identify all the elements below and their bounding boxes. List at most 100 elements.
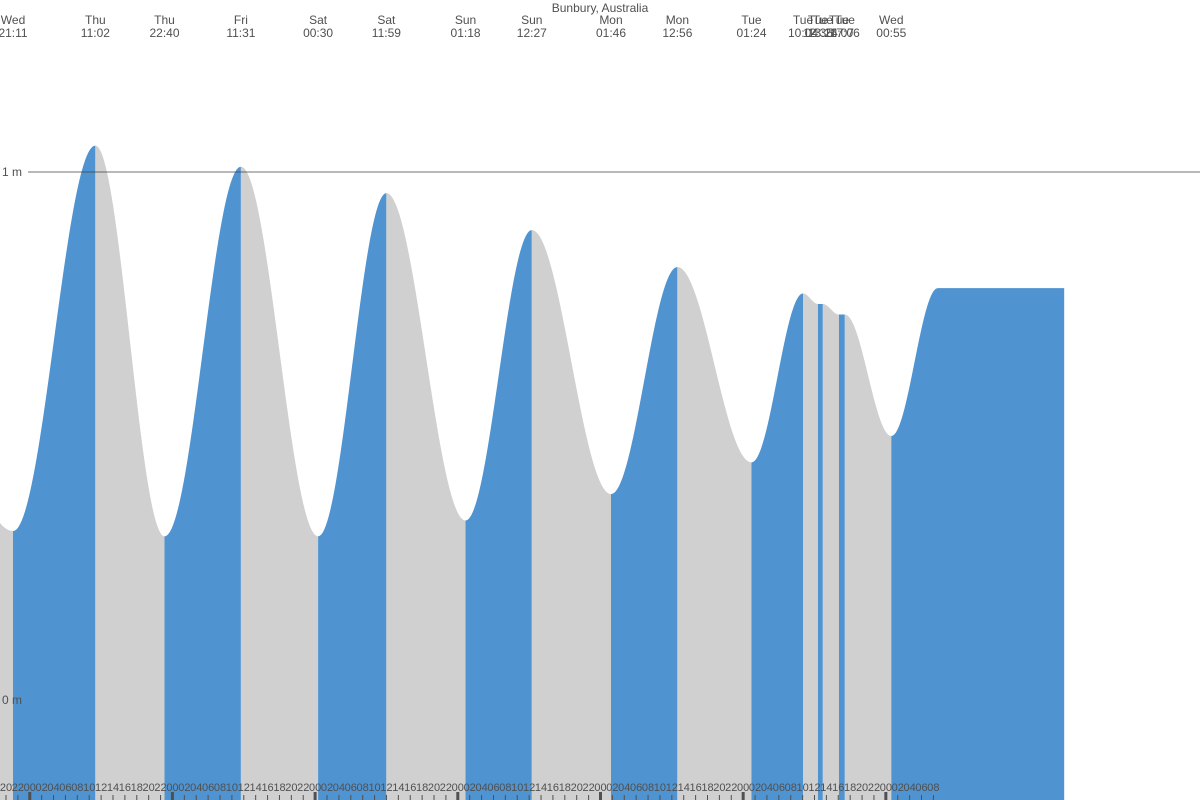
falling-tide-segment [386,193,466,800]
hour-tick-label: 00 [737,782,749,794]
falling-tide-segment [844,314,892,800]
hour-tick-label: 06 [59,782,71,794]
hour-tick-label: 06 [773,782,785,794]
falling-tide-segment [803,293,818,800]
hour-tick-label: 18 [844,782,856,794]
extreme-time-label: 11:31 [226,26,255,40]
hour-tick-label: 02 [749,782,761,794]
hour-tick-label: 20 [0,782,12,794]
extreme-time-label: 12:35 [803,26,833,40]
hour-tick-label: 00 [452,782,464,794]
hour-tick-label: 20 [571,782,583,794]
extreme-day-label: Tue [808,13,829,27]
hour-tick-label: 08 [642,782,654,794]
hour-tick-label: 18 [559,782,571,794]
hour-tick-label: 10 [511,782,523,794]
extreme-day-label: Wed [1,13,25,27]
hour-tick-label: 02 [606,782,618,794]
extreme-day-label: Mon [666,13,689,27]
rising-tide-segment [465,230,532,800]
hour-tick-label: 02 [36,782,48,794]
hour-tick-label: 12 [666,782,678,794]
falling-tide-segment [822,304,839,800]
hour-tick-label: 04 [903,782,915,794]
hour-tick-label: 14 [535,782,547,794]
hour-tick-label: 04 [618,782,630,794]
extreme-time-label: 01:18 [451,26,481,40]
hour-tick-label: 04 [190,782,202,794]
extreme-day-label: Thu [85,13,106,27]
extreme-time-label: 00:55 [876,26,906,40]
hour-tick-label: 16 [547,782,559,794]
falling-tide-segment [240,166,319,800]
extreme-time-label: 22:40 [150,26,180,40]
hour-ticks [5,792,934,800]
hour-tick-label: 08 [214,782,226,794]
hour-tick-label: 06 [630,782,642,794]
hour-tick-label: 20 [713,782,725,794]
hour-tick-label: 06 [345,782,357,794]
hour-tick-label: 14 [678,782,690,794]
extreme-day-label: Fri [234,13,248,27]
chart-title: Bunbury, Australia [552,1,649,15]
falling-tide-segment [531,230,611,800]
hour-tick-label: 20 [856,782,868,794]
hour-tick-label: 02 [178,782,190,794]
tide-area [0,145,1065,800]
extreme-day-label: Thu [154,13,175,27]
rising-tide-segment [838,314,845,800]
hour-tick-label: 20 [428,782,440,794]
hour-tick-label: 00 [880,782,892,794]
y-tick-label: 1 m [2,165,22,179]
hour-tick-label: 06 [915,782,927,794]
extreme-day-label: Tue [741,13,762,27]
hour-tick-label: 10 [83,782,95,794]
falling-tide-segment [677,267,752,800]
hour-tick-label: 22 [154,782,166,794]
hour-tick-label: 16 [404,782,416,794]
extreme-labels: Wed21:11Thu11:02Thu22:40Fri11:31Sat00:30… [0,13,907,40]
hour-tick-label: 18 [131,782,143,794]
falling-tide-segment [95,145,165,800]
extreme-time-label: 11:02 [81,26,110,40]
extreme-time-label: 13:24 [808,26,838,40]
extreme-day-label: Mon [599,13,622,27]
rising-tide-segment [164,166,241,800]
hour-tick-label: 22 [440,782,452,794]
extreme-time-label: 12:56 [662,26,692,40]
hour-tick-label: 10 [796,782,808,794]
extreme-day-label: Tue [829,13,850,27]
hour-tick-label: 12 [380,782,392,794]
extreme-day-label: Sun [455,13,476,27]
extreme-time-label: 01:46 [596,26,626,40]
rising-tide-segment [751,293,804,800]
hour-tick-label: 22 [725,782,737,794]
rising-tide-segment [318,193,387,800]
extreme-day-label: Tue [793,13,814,27]
hour-tick-label: 22 [868,782,880,794]
hour-tick-label: 16 [119,782,131,794]
hour-tick-label: 02 [892,782,904,794]
hour-tick-label: 14 [820,782,832,794]
rising-tide-segment [13,145,96,800]
hour-tick-label: 14 [250,782,262,794]
gridlines: 0 m 1 m [2,165,1200,707]
extreme-time-label: 16:07 [824,26,854,40]
falling-tide-segment [0,523,14,800]
hour-tick-label: 10 [226,782,238,794]
extreme-time-label: 01:24 [736,26,766,40]
extreme-day-label: Tue [835,13,856,27]
extreme-day-label: Tue [813,13,834,27]
rising-tide-segment [891,288,1065,800]
extreme-day-label: Wed [879,13,903,27]
hour-tick-label: 10 [368,782,380,794]
hour-tick-label: 14 [107,782,119,794]
hour-tick-label: 12 [808,782,820,794]
hour-tick-label: 08 [499,782,511,794]
extreme-time-label: 11:59 [372,26,401,40]
hour-labels: 1618202200020406081012141618202200020406… [0,782,940,794]
hour-tick-label: 00 [166,782,178,794]
rising-tide-segment [817,304,823,800]
